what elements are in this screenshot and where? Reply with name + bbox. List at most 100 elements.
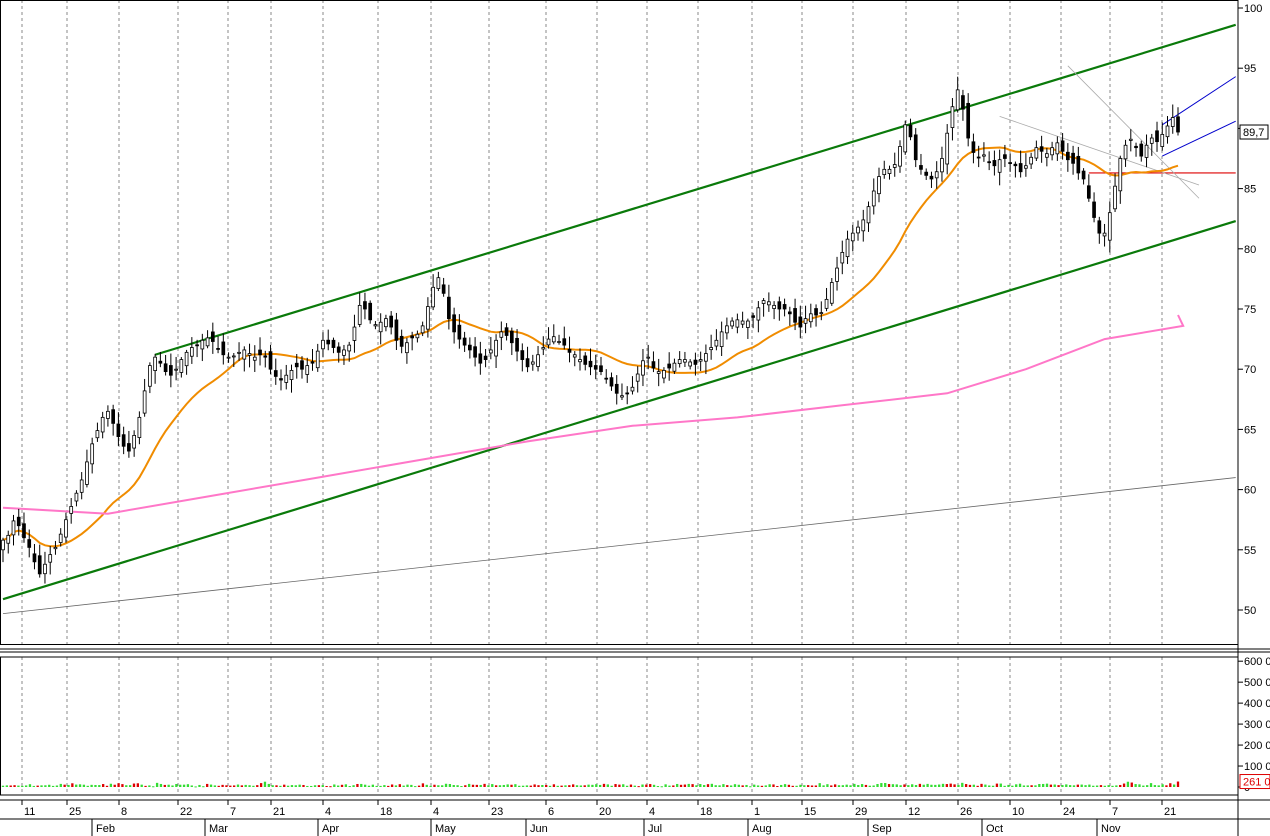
volume-bar <box>649 784 652 787</box>
volume-bar <box>830 785 833 787</box>
volume-bar <box>102 784 105 787</box>
volume-bar <box>1099 785 1103 787</box>
candle-body <box>698 359 703 362</box>
candle-body <box>148 365 152 387</box>
volume-bar <box>1103 785 1106 787</box>
volume-bar <box>918 783 922 787</box>
candle-body <box>420 325 425 334</box>
volume-bar <box>28 784 32 787</box>
candle-body <box>845 238 850 258</box>
volume-bar <box>953 784 956 787</box>
candle-body <box>599 365 603 373</box>
volume-bar <box>329 786 332 788</box>
volume-bar <box>891 784 895 787</box>
volume-bar <box>1018 783 1022 787</box>
volume-bar <box>568 785 571 787</box>
minor-channel-lower <box>1162 120 1236 157</box>
volume-bar <box>471 784 475 787</box>
volume-bar <box>48 784 51 787</box>
volume-bar <box>32 785 35 787</box>
volume-bar <box>1011 785 1014 787</box>
volume-bar <box>1107 785 1110 787</box>
candle-body <box>27 539 32 548</box>
candle-body <box>656 371 661 374</box>
volume-bar <box>498 785 502 787</box>
candle-body <box>106 410 110 419</box>
candle-body <box>787 311 792 315</box>
volume-bar <box>514 784 517 787</box>
volume-bar <box>448 784 452 787</box>
candle-body <box>74 492 79 502</box>
volume-bar <box>1176 781 1180 787</box>
day-tick-label: 6 <box>548 806 554 818</box>
volume-bar <box>75 784 78 787</box>
volume-bar <box>344 784 348 787</box>
candle-body <box>195 344 199 347</box>
volume-bar <box>136 783 139 787</box>
candle-body <box>515 337 519 352</box>
candle-body <box>315 350 320 369</box>
candle-body <box>1039 146 1044 152</box>
candle-body <box>410 335 414 339</box>
candle-body <box>746 320 750 328</box>
month-tick-label: Aug <box>752 823 772 835</box>
day-tick-label: 23 <box>491 806 503 818</box>
candle-body <box>551 336 556 343</box>
candle-body <box>662 370 666 379</box>
volume-bar <box>518 785 521 787</box>
volume-bar <box>591 784 594 787</box>
volume-bar <box>826 784 829 787</box>
volume-bar <box>1134 784 1137 787</box>
volume-bar <box>82 784 86 787</box>
volume-bar <box>949 783 952 787</box>
candle-body <box>368 302 373 321</box>
volume-bar <box>217 785 220 787</box>
candle-body <box>336 346 341 353</box>
volume-bar <box>410 784 413 787</box>
day-tick-label: 24 <box>1063 806 1075 818</box>
candle-body <box>16 516 21 527</box>
candle-body <box>405 342 409 354</box>
candle-body <box>814 308 818 316</box>
candle-body <box>898 146 902 167</box>
candle-body <box>1024 165 1028 169</box>
volume-bar <box>622 784 625 787</box>
price-tick-label: 70 <box>1244 364 1256 376</box>
candle-body <box>504 327 509 336</box>
candle-body <box>137 416 142 438</box>
volume-bar <box>475 784 479 787</box>
volume-bar <box>660 786 663 788</box>
candle-body <box>541 347 546 350</box>
candle-body <box>1 539 5 551</box>
volume-tick-label: 100 0 <box>1244 761 1270 773</box>
candle-body <box>216 348 220 350</box>
candle-body <box>1081 170 1086 180</box>
candle-body <box>58 533 63 543</box>
volume-bar <box>1080 784 1083 787</box>
candle-body <box>588 360 593 368</box>
volume-bar <box>414 786 417 788</box>
volume-bar <box>356 783 359 787</box>
volume-bar <box>94 785 97 787</box>
candle-body <box>483 355 488 360</box>
volume-bar <box>406 784 409 787</box>
volume-bar <box>857 785 860 787</box>
volume-bar <box>872 785 875 787</box>
candle-body <box>677 359 682 365</box>
day-tick-label: 10 <box>1012 806 1024 818</box>
candle-body <box>819 312 824 315</box>
candle-body <box>32 553 37 563</box>
volume-bar <box>437 785 440 787</box>
price-panel <box>0 0 1238 644</box>
candle-body <box>1076 155 1081 174</box>
volume-bar <box>899 785 902 787</box>
volume-bar <box>271 785 274 787</box>
volume-bar <box>125 785 128 787</box>
volume-bar <box>1111 785 1114 787</box>
candle-body <box>242 349 247 360</box>
candle-body <box>289 370 294 380</box>
volume-bar <box>995 783 999 787</box>
volume-bar <box>302 784 305 787</box>
volume-bar <box>175 784 178 787</box>
candle-body <box>824 298 829 309</box>
